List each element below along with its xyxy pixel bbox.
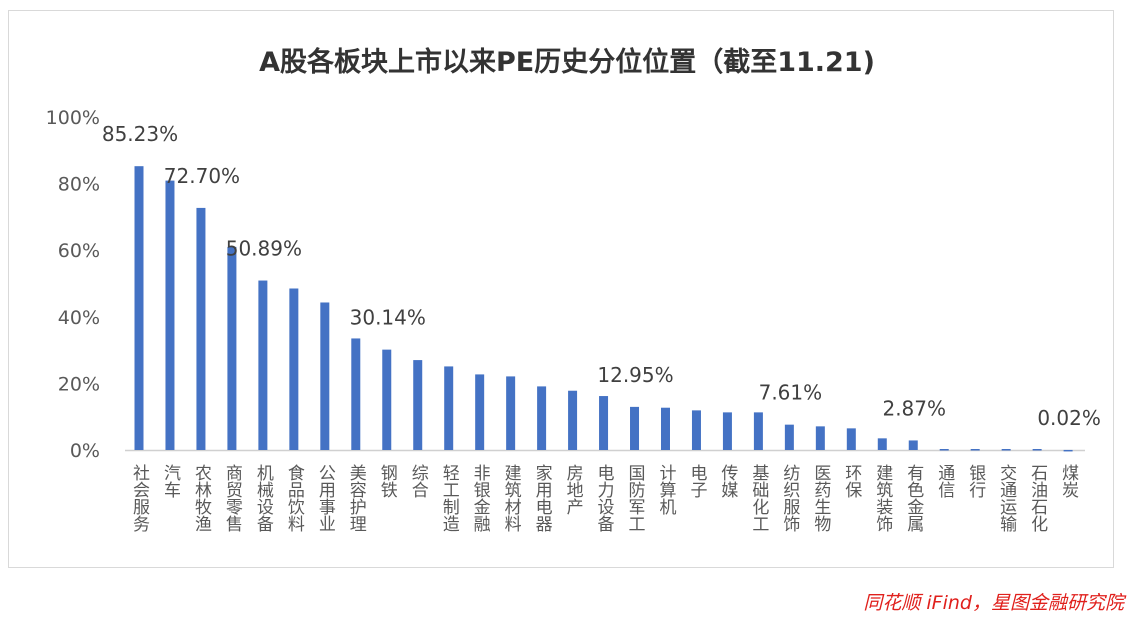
data-label: 30.14% (350, 306, 426, 330)
category-label: 纺织服饰 (779, 464, 800, 532)
y-tick-label: 100% (46, 107, 100, 129)
chart-frame (8, 10, 1114, 568)
category-label: 国防军工 (624, 464, 645, 532)
bar-电力设备 (599, 396, 609, 450)
y-tick-label: 60% (58, 240, 100, 262)
data-label: 50.89% (226, 237, 302, 261)
bar-汽车 (165, 180, 175, 450)
bar-农林牧渔 (196, 207, 206, 450)
category-label: 轻工制造 (438, 464, 459, 532)
category-label: 汽车 (159, 464, 180, 498)
category-label: 社会服务 (129, 464, 149, 532)
bar-石油石化 (1032, 449, 1042, 451)
bar-国防军工 (630, 406, 640, 450)
bar-基础化工 (753, 412, 763, 450)
category-label: 食品饮料 (283, 464, 304, 532)
category-label: 房地产 (562, 464, 583, 515)
y-tick-label: 80% (58, 174, 100, 196)
category-label: 商贸零售 (221, 464, 242, 532)
bar-公用事业 (320, 302, 330, 450)
category-label: 钢铁 (376, 464, 397, 498)
bar-建筑装饰 (877, 438, 887, 450)
bar-环保 (846, 428, 856, 450)
data-label: 72.70% (164, 164, 240, 188)
data-label: 0.02% (1037, 406, 1101, 430)
bar-交通运输 (1001, 449, 1011, 451)
data-label: 7.61% (759, 381, 823, 405)
category-label: 石油石化 (1027, 464, 1048, 532)
category-label: 有色金属 (903, 464, 924, 532)
bar-纺织服饰 (784, 424, 794, 450)
category-label: 电力设备 (593, 464, 614, 532)
category-label: 计算机 (655, 464, 676, 515)
category-label: 建筑装饰 (872, 464, 893, 532)
category-label: 家用电器 (531, 464, 552, 532)
bar-钢铁 (382, 349, 392, 450)
category-label: 机械设备 (252, 464, 273, 532)
y-tick-label: 40% (58, 307, 100, 329)
category-label: 公用事业 (314, 464, 335, 532)
bar-美容护理 (351, 338, 361, 450)
bar-电子 (691, 410, 701, 450)
category-label: 非银金融 (469, 464, 490, 532)
bar-医药生物 (815, 426, 825, 450)
category-label: 美容护理 (345, 464, 366, 532)
bar-煤炭 (1063, 449, 1073, 452)
bar-有色金属 (908, 440, 918, 450)
category-label: 银行 (965, 464, 986, 498)
bar-综合 (413, 360, 423, 450)
bar-传媒 (722, 412, 732, 450)
category-label: 基础化工 (748, 464, 769, 532)
y-tick-label: 0% (70, 440, 100, 462)
bar-银行 (970, 449, 980, 451)
category-label: 交通运输 (996, 464, 1017, 532)
y-tick-label: 20% (58, 373, 100, 395)
category-label: 通信 (934, 464, 955, 498)
data-label: 2.87% (882, 396, 946, 420)
bar-计算机 (660, 407, 670, 450)
bar-商贸零售 (227, 246, 237, 450)
category-label: 电子 (686, 464, 707, 498)
bar-社会服务 (134, 166, 144, 451)
category-label: 环保 (841, 464, 862, 498)
category-label: 建筑材料 (500, 464, 521, 532)
data-label: 85.23% (102, 122, 178, 146)
data-label: 12.95% (597, 363, 673, 387)
bar-通信 (939, 449, 949, 451)
category-label: 医药生物 (810, 464, 831, 532)
bar-食品饮料 (289, 288, 299, 450)
chart-title: A股各板块上市以来PE历史分位位置（截至11.21) (259, 47, 875, 78)
bar-机械设备 (258, 280, 268, 450)
category-label: 传媒 (717, 464, 738, 498)
bar-家用电器 (537, 386, 547, 450)
source-note: 同花顺 iFind，星图金融研究院 (863, 592, 1124, 614)
bar-轻工制造 (444, 366, 454, 450)
category-label: 煤炭 (1058, 464, 1079, 498)
bar-建筑材料 (506, 376, 516, 450)
category-label: 农林牧渔 (190, 464, 211, 532)
category-label: 综合 (407, 464, 428, 498)
bar-非银金融 (475, 374, 485, 450)
bar-房地产 (568, 390, 578, 450)
